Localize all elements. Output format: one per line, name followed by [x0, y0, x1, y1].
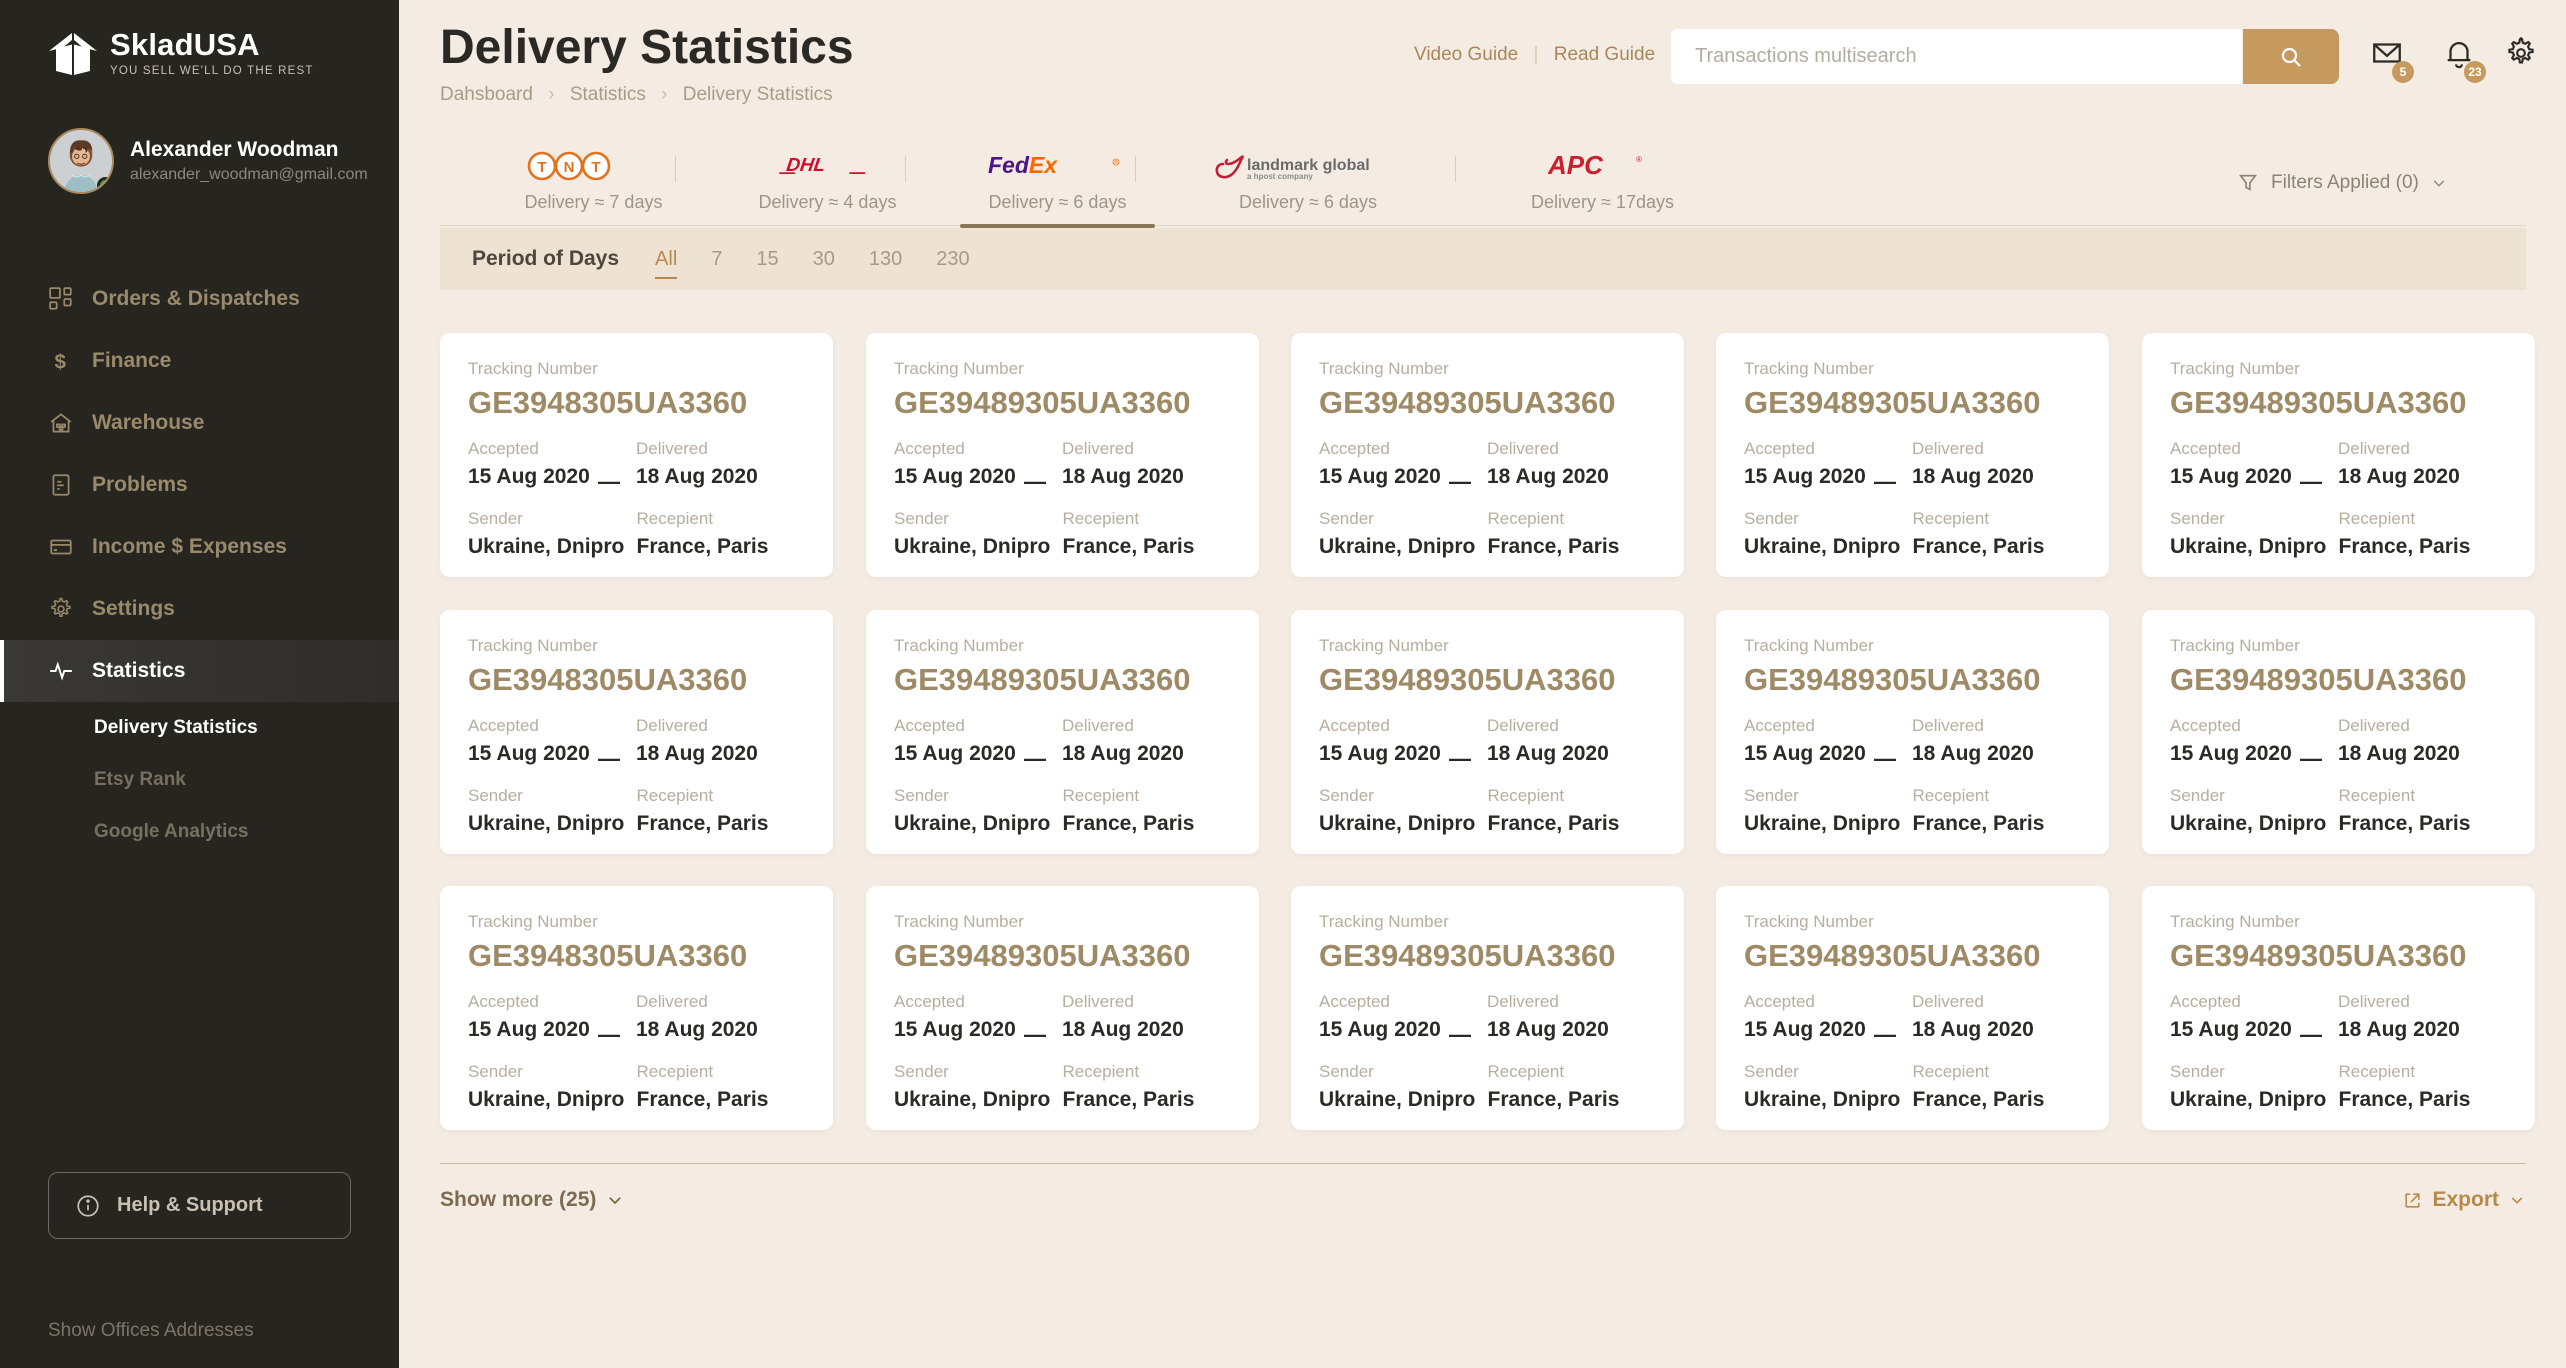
svg-text:a hpost company: a hpost company	[1247, 172, 1313, 181]
svg-text:FedEx: FedEx	[988, 152, 1058, 178]
svg-text:T: T	[591, 159, 600, 176]
svg-text:T: T	[537, 159, 546, 176]
svg-text:®: ®	[1114, 159, 1118, 166]
svg-text:$: $	[55, 351, 67, 374]
svg-text:®: ®	[1636, 155, 1642, 164]
svg-text:N: N	[563, 159, 574, 176]
svg-text:APC: APC	[1548, 152, 1604, 180]
